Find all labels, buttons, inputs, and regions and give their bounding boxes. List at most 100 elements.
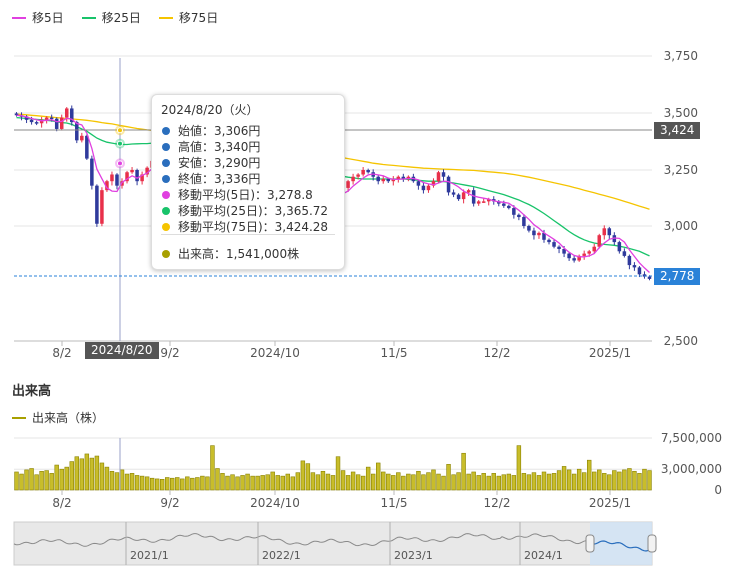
hover-tooltip: 2024/8/20（火） 始値：3,306円 高値：3,340円 安値：3,29…: [151, 94, 345, 270]
candle-body: [592, 246, 596, 252]
volume-y-tick: 7,500,000: [661, 431, 722, 445]
candle-body: [466, 190, 471, 193]
candle-body: [49, 117, 54, 120]
range-navigator[interactable]: 2021/1 2022/1 2023/1 2024/1: [13, 521, 657, 566]
ma-legend: 移5日 移25日 移75日: [12, 9, 218, 26]
candle-body: [602, 228, 607, 236]
volume-bar: [195, 477, 200, 491]
volume-bar: [255, 475, 260, 491]
tooltip-low: 安値：3,290円: [178, 156, 261, 170]
volume-bar: [220, 473, 225, 491]
legend-ma25[interactable]: 移25日: [81, 9, 141, 26]
volume-bar: [134, 475, 140, 491]
volume-bar: [506, 473, 512, 491]
candle-body: [642, 274, 647, 277]
candle-body: [64, 108, 69, 118]
candle-body: [647, 276, 652, 279]
volume-bar: [285, 473, 290, 491]
volume-bar: [476, 475, 481, 491]
legend-ma75-label: 移75日: [178, 11, 219, 25]
volume-bar: [335, 456, 341, 491]
candle-body: [547, 239, 551, 243]
candle-body: [537, 232, 541, 236]
hover-point: [117, 140, 123, 147]
volume-bar: [370, 473, 376, 491]
volume-bar: [104, 466, 110, 491]
tooltip-dot-icon: [162, 142, 170, 151]
candle-body: [145, 167, 149, 175]
candle-body: [486, 199, 491, 202]
candle-body: [542, 232, 546, 240]
tooltip-ma75: 移動平均(75日)：3,424.28: [178, 220, 329, 234]
tooltip-close: 終値：3,336円: [178, 172, 261, 186]
tooltip-row-ma5: 移動平均(5日)：3,278.8: [162, 186, 313, 203]
volume-bar: [210, 445, 215, 491]
volume-bar: [180, 478, 185, 491]
volume-bar: [491, 473, 496, 491]
candle-body: [517, 214, 521, 218]
candle-body: [100, 190, 104, 224]
volume-bar: [446, 464, 451, 491]
volume-bar: [431, 469, 436, 491]
volume-bar: [305, 463, 311, 491]
candle-body: [637, 267, 642, 275]
volume-bar: [561, 466, 567, 491]
volume-bar: [627, 468, 632, 491]
volume-bar: [376, 462, 381, 491]
navigator-background: [13, 521, 653, 566]
candle-body: [75, 122, 79, 141]
tooltip-row-ma75: 移動平均(75日)：3,424.28: [162, 218, 328, 235]
volume-bar: [325, 473, 331, 491]
candle-body: [476, 201, 481, 204]
candle-body: [34, 122, 39, 124]
volume-bar: [129, 473, 135, 491]
volume-bar: [330, 475, 336, 491]
candle-body: [29, 119, 34, 123]
volume-bar: [396, 472, 401, 491]
volume-bar: [486, 475, 491, 491]
volume-bar: [205, 476, 210, 491]
candle-body: [140, 174, 144, 182]
candle-body: [346, 181, 350, 188]
volume-y-tick: 0: [714, 483, 722, 497]
cursor-price-tag: 3,424: [654, 122, 701, 139]
tooltip-row-open: 始値：3,306円: [162, 122, 260, 139]
navigator-x-tick: 2022/1: [262, 549, 301, 562]
volume-bar: [365, 466, 371, 491]
volume-bar: [406, 473, 411, 491]
price-chart[interactable]: 3,750 3,500 3,250 3,000 2,500 8/2 9/2 2024/10 1…: [14, 49, 698, 360]
volume-bar: [546, 473, 552, 491]
navigator-left-handle[interactable]: [585, 534, 595, 553]
tooltip-dot-icon: [162, 158, 170, 167]
navigator-selected-line: [591, 540, 653, 552]
volume-bar: [391, 475, 396, 491]
volume-bar: [280, 475, 285, 491]
volume-bar: [461, 452, 466, 491]
volume-bar: [586, 459, 592, 491]
candle-body: [436, 172, 441, 182]
navigator-x-tick: 2023/1: [394, 549, 433, 562]
volume-bar: [511, 475, 517, 491]
volume-bar: [149, 477, 155, 491]
volume-bar: [94, 455, 100, 491]
candle-body: [446, 176, 451, 193]
candle-body: [130, 170, 134, 173]
volume-x-tick: 8/2: [52, 496, 71, 510]
tooltip-row-high: 高値：3,340円: [162, 138, 260, 155]
candle-body: [105, 181, 109, 191]
candle-body: [512, 208, 516, 215]
navigator-right-handle[interactable]: [647, 534, 657, 553]
legend-volume[interactable]: 出来高（株）: [12, 409, 104, 426]
candle-body: [471, 190, 476, 204]
legend-ma5[interactable]: 移5日: [12, 9, 64, 26]
volume-bar: [456, 472, 461, 491]
candle-body: [522, 217, 526, 226]
volume-bar: [44, 470, 49, 491]
volume-section-title: 出来高: [12, 384, 52, 399]
legend-ma75[interactable]: 移75日: [158, 9, 219, 26]
volume-bar: [315, 474, 321, 491]
tooltip-dot-icon: [162, 222, 170, 231]
candle-body: [587, 251, 591, 254]
volume-bar: [622, 469, 627, 491]
volume-chart[interactable]: 7,500,000 3,000,000 0 8/2 9/2 2024/10 11/5 12/…: [14, 431, 722, 510]
